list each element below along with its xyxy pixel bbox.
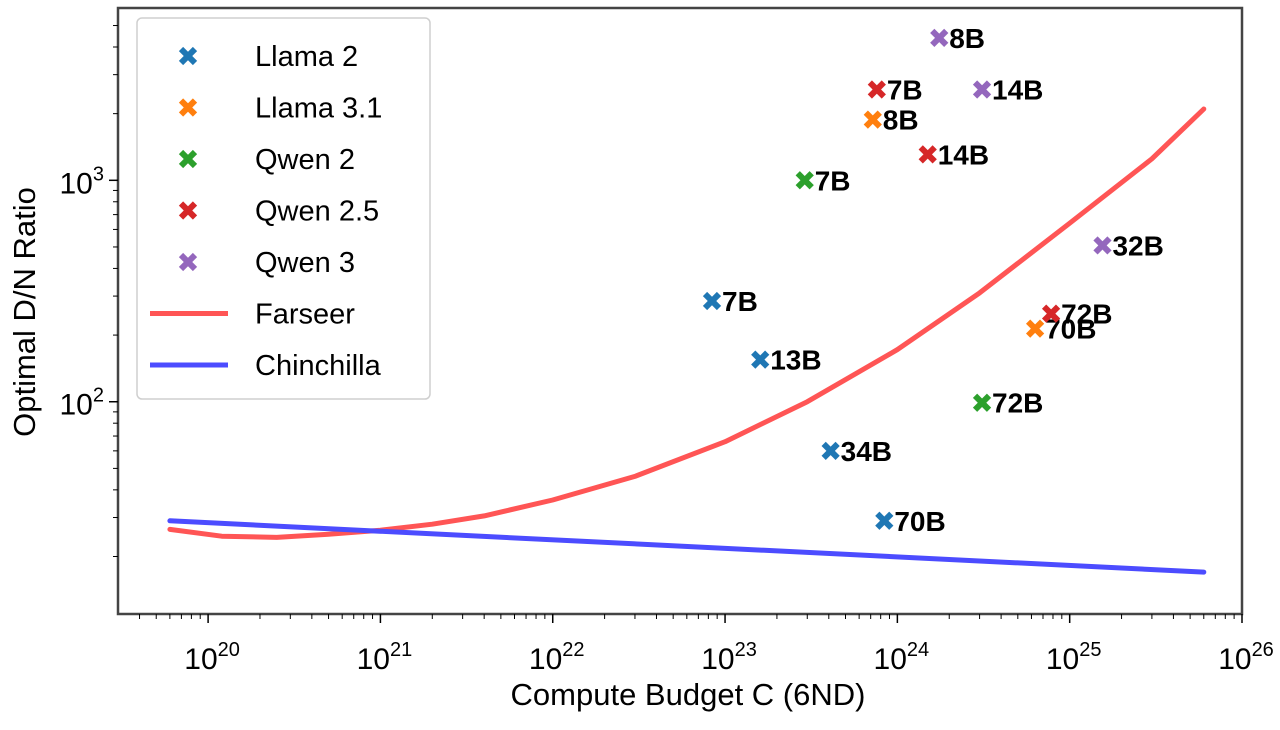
data-point-llama-3-1 bbox=[1025, 319, 1045, 338]
legend-marker-llama-3-1 bbox=[178, 98, 198, 117]
data-point-llama-2 bbox=[702, 291, 722, 311]
data-label: 32B bbox=[1112, 230, 1163, 261]
data-point-qwen-3 bbox=[972, 80, 992, 99]
marker-stroke bbox=[178, 252, 198, 272]
marker-stroke bbox=[751, 350, 770, 369]
marker-stroke bbox=[178, 149, 198, 169]
legend-marker-qwen-2-5 bbox=[178, 201, 198, 220]
data-label: 70B bbox=[894, 506, 945, 537]
x-tick-label: 1025 bbox=[1046, 639, 1102, 676]
x-tick-label: 1021 bbox=[357, 639, 413, 676]
marker-stroke bbox=[178, 98, 198, 117]
legend-label-chinchilla: Chinchilla bbox=[255, 350, 382, 382]
marker-stroke bbox=[178, 46, 198, 66]
x-tick-label: 1024 bbox=[874, 639, 930, 676]
legend-label-qwen-2-5: Qwen 2.5 bbox=[255, 196, 379, 228]
marker-stroke bbox=[1093, 236, 1112, 255]
data-point-qwen-3 bbox=[930, 28, 949, 47]
data-label: 72B bbox=[1061, 299, 1112, 330]
marker-stroke bbox=[972, 393, 992, 412]
x-tick-label: 1022 bbox=[529, 639, 585, 676]
data-point-qwen-2-5 bbox=[867, 80, 886, 99]
marker-stroke bbox=[821, 441, 840, 460]
legend-marker-qwen-3 bbox=[178, 252, 198, 272]
y-axis-title: Optimal D/N Ratio bbox=[7, 187, 42, 437]
marker-stroke bbox=[875, 511, 894, 530]
marker-stroke bbox=[702, 291, 722, 311]
legend-label-llama-2: Llama 2 bbox=[255, 41, 358, 73]
data-point-qwen-2-5 bbox=[1041, 304, 1061, 323]
data-label: 7B bbox=[722, 286, 758, 317]
marker-stroke bbox=[972, 80, 992, 99]
data-label: 14B bbox=[992, 75, 1043, 106]
y-tick-label: 103 bbox=[60, 163, 105, 200]
data-point-llama-2 bbox=[751, 350, 770, 369]
marker-stroke bbox=[1041, 304, 1061, 323]
x-axis-title: Compute Budget C (6ND) bbox=[511, 677, 866, 712]
lines-layer bbox=[167, 106, 1207, 575]
x-tick-label: 1020 bbox=[184, 639, 240, 676]
marker-stroke bbox=[930, 28, 949, 47]
data-label: 8B bbox=[949, 23, 985, 54]
data-label: 34B bbox=[841, 436, 892, 467]
data-label: 7B bbox=[887, 75, 923, 106]
data-label: 72B bbox=[992, 388, 1043, 419]
marker-stroke bbox=[178, 201, 198, 220]
data-point-qwen-2 bbox=[972, 393, 992, 412]
y-tick-label: 102 bbox=[60, 385, 105, 422]
ticks-layer: 1020 1021 1022 1023 1024 1025 1026 102 103 bbox=[60, 25, 1274, 676]
data-point-qwen-3 bbox=[1093, 236, 1112, 255]
series-line-farseer bbox=[167, 106, 1207, 540]
x-tick-label: 1023 bbox=[701, 639, 757, 676]
data-point-llama-2 bbox=[821, 441, 840, 460]
legend-marker-qwen-2 bbox=[178, 149, 198, 169]
data-point-llama-3-1 bbox=[863, 110, 882, 129]
data-point-llama-2 bbox=[875, 511, 894, 530]
data-label: 13B bbox=[770, 345, 821, 376]
data-point-qwen-2 bbox=[795, 171, 814, 190]
x-tick-label: 1026 bbox=[1218, 639, 1274, 676]
data-label: 7B bbox=[815, 165, 851, 196]
marker-stroke bbox=[918, 145, 937, 164]
legend-label-qwen-3: Qwen 3 bbox=[255, 247, 355, 279]
data-label: 8B bbox=[883, 105, 919, 136]
legend-label-llama-3-1: Llama 3.1 bbox=[255, 93, 382, 125]
legend-marker-llama-2 bbox=[178, 46, 198, 66]
legend: Llama 2 Llama 3.1 Qwen 2 Qwen 2.5 Qwen 3 Fars… bbox=[136, 17, 431, 400]
marker-stroke bbox=[795, 171, 814, 190]
marker-stroke bbox=[863, 110, 882, 129]
series-line-chinchilla bbox=[167, 518, 1207, 575]
legend-label-farseer: Farseer bbox=[255, 299, 355, 331]
marker-stroke bbox=[867, 80, 886, 99]
data-point-qwen-2-5 bbox=[918, 145, 937, 164]
legend-box bbox=[136, 17, 431, 400]
legend-label-qwen-2: Qwen 2 bbox=[255, 144, 355, 176]
data-label: 14B bbox=[938, 139, 989, 170]
marker-stroke bbox=[1025, 319, 1045, 338]
